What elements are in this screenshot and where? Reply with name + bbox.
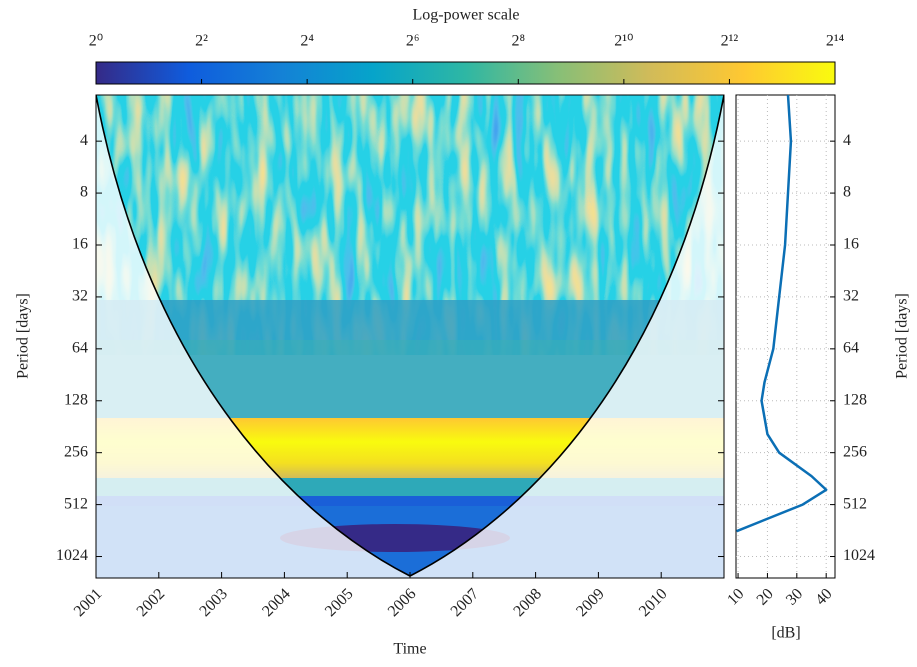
y-tick-label: 512 [843, 495, 867, 512]
side-x-title: [dB] [771, 625, 800, 642]
colorbar-title: Log-power scale [412, 7, 519, 24]
y-tick-label: 4 [80, 132, 88, 149]
colorbar-tick-label: 2¹⁴ [826, 33, 845, 50]
spectrum-line [736, 94, 828, 533]
x-tick-label: 2003 [196, 585, 231, 620]
y-tick-label: 16 [72, 236, 88, 253]
x-tick-label: 2005 [322, 585, 357, 620]
y-tick-label: 4 [843, 132, 851, 149]
colorbar [95, 61, 836, 85]
x-tick-label: 2009 [573, 585, 608, 620]
y-tick-label: 1024 [843, 547, 875, 564]
y-tick-label: 32 [843, 288, 859, 305]
side-y-title: Period [days] [894, 293, 911, 379]
colorbar-tick-label: 2⁴ [300, 33, 314, 50]
colorbar-tick-label: 2⁸ [511, 33, 525, 50]
y-tick-label: 128 [64, 391, 88, 408]
colorbar-tick-label: 2² [195, 33, 208, 50]
y-tick-label: 8 [80, 184, 88, 201]
x-tick-label: 2008 [510, 585, 545, 620]
power-band [96, 496, 724, 506]
x-tick-label: 2001 [71, 585, 106, 620]
x-tick-label: 2002 [134, 585, 169, 620]
colorbar-tick-label: 2⁶ [406, 33, 420, 50]
x-tick-label: 2004 [259, 585, 294, 620]
colorbar-tick-label: 2⁰ [89, 33, 103, 50]
side-frame [735, 94, 836, 579]
y-tick-label: 64 [72, 340, 88, 357]
x-tick-label: 2006 [385, 585, 420, 620]
y-tick-label: 16 [843, 236, 859, 253]
x-axis-title: Time [393, 641, 426, 658]
x-tick-label: 40 [812, 585, 835, 608]
y-tick-label: 128 [843, 391, 867, 408]
y-tick-label: 1024 [56, 547, 88, 564]
y-tick-label: 256 [843, 443, 867, 460]
y-axis-title: Period [days] [15, 293, 32, 379]
x-tick-label: 10 [724, 585, 747, 608]
colorbar-tick-label: 2¹⁰ [614, 33, 633, 50]
y-tick-label: 512 [64, 495, 88, 512]
colorbar-tick-label: 2¹² [721, 33, 739, 50]
cone-shade [96, 95, 724, 578]
x-tick-label: 30 [783, 585, 806, 608]
x-tick-label: 2010 [636, 585, 671, 620]
power-map [96, 95, 724, 578]
y-tick-label: 64 [843, 340, 859, 357]
x-tick-label: 20 [754, 585, 777, 608]
y-tick-label: 256 [64, 443, 88, 460]
x-tick-label: 2007 [448, 585, 483, 620]
y-tick-label: 8 [843, 184, 851, 201]
y-tick-label: 32 [72, 288, 88, 305]
